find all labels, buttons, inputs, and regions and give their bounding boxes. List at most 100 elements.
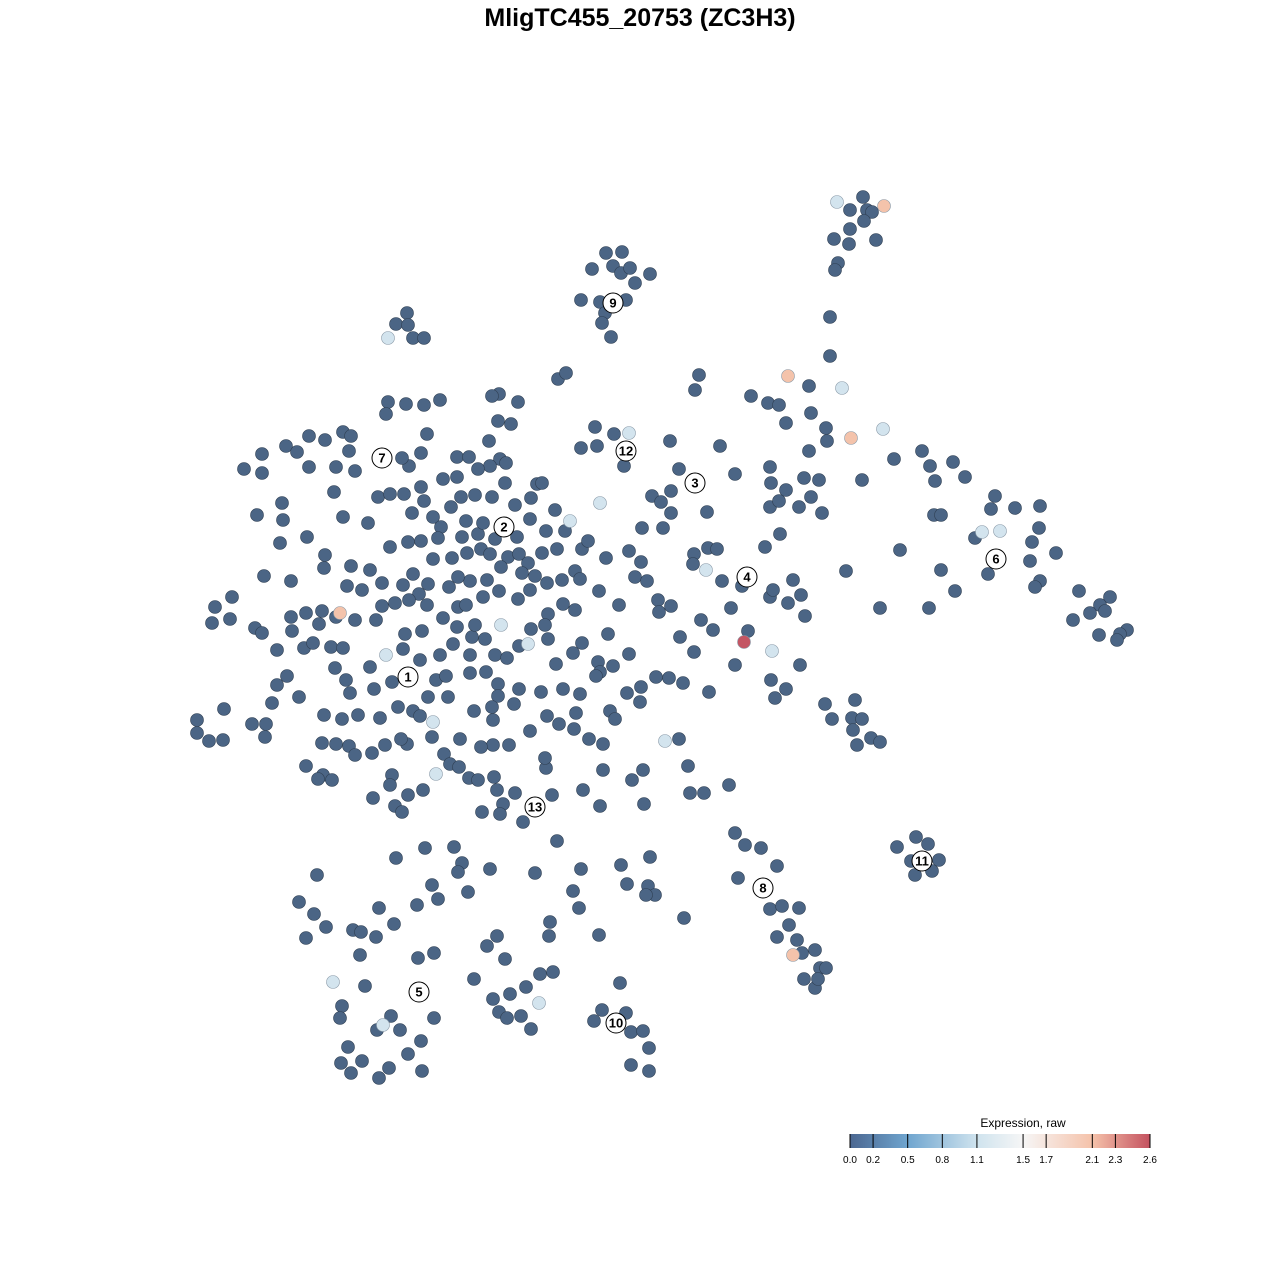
data-point xyxy=(676,676,690,690)
data-point xyxy=(375,599,389,613)
data-point xyxy=(344,559,358,573)
data-point xyxy=(556,597,570,611)
data-point xyxy=(488,648,502,662)
data-point xyxy=(604,330,618,344)
data-point xyxy=(216,733,230,747)
data-point xyxy=(568,603,582,617)
data-point xyxy=(786,573,800,587)
data-point xyxy=(441,690,455,704)
data-point xyxy=(802,379,816,393)
data-point xyxy=(523,724,537,738)
cluster-label-10: 10 xyxy=(605,1012,627,1034)
data-point xyxy=(779,483,793,497)
data-point xyxy=(336,641,350,655)
cluster-label-11: 11 xyxy=(911,850,933,872)
data-point xyxy=(873,601,887,615)
data-point-expressed xyxy=(381,331,395,345)
data-point xyxy=(790,933,804,947)
data-point xyxy=(459,514,473,528)
data-point xyxy=(984,502,998,516)
data-point xyxy=(258,730,272,744)
data-point xyxy=(279,439,293,453)
data-point xyxy=(728,658,742,672)
data-point xyxy=(492,584,506,598)
data-point xyxy=(400,306,414,320)
data-point xyxy=(223,612,237,626)
data-point xyxy=(483,862,497,876)
data-point xyxy=(327,485,341,499)
data-point xyxy=(772,494,786,508)
data-point xyxy=(915,444,929,458)
data-point xyxy=(433,648,447,662)
data-point xyxy=(450,450,464,464)
data-point xyxy=(555,573,569,587)
data-point xyxy=(922,601,936,615)
colorbar-tick-label: 0.0 xyxy=(843,1155,857,1166)
data-point xyxy=(535,546,549,560)
data-point xyxy=(724,601,738,615)
data-point-expressed xyxy=(993,524,1007,538)
data-point xyxy=(395,805,409,819)
data-point xyxy=(467,972,481,986)
cluster-label-7: 7 xyxy=(371,447,393,469)
data-point xyxy=(567,722,581,736)
data-point xyxy=(651,593,665,607)
data-point xyxy=(446,637,460,651)
data-point xyxy=(608,712,622,726)
data-point xyxy=(483,547,497,561)
data-point xyxy=(585,262,599,276)
data-point xyxy=(694,613,708,627)
data-point xyxy=(284,610,298,624)
data-point xyxy=(299,931,313,945)
data-point xyxy=(540,576,554,590)
data-point xyxy=(624,1025,638,1039)
data-point xyxy=(574,293,588,307)
data-point-expressed xyxy=(622,426,636,440)
data-point xyxy=(413,653,427,667)
data-point xyxy=(636,1024,650,1038)
data-point xyxy=(793,658,807,672)
cluster-label-text: 3 xyxy=(691,476,698,491)
cluster-label-text: 11 xyxy=(915,854,929,869)
data-point xyxy=(348,464,362,478)
data-point xyxy=(217,702,231,716)
data-point xyxy=(706,623,720,637)
cluster-label-badge xyxy=(524,796,546,818)
data-point xyxy=(792,901,806,915)
data-point xyxy=(1008,501,1022,515)
cluster-label-12: 12 xyxy=(615,440,637,462)
data-point xyxy=(766,583,780,597)
data-point xyxy=(452,760,466,774)
data-point xyxy=(573,572,587,586)
data-point xyxy=(540,709,554,723)
data-point xyxy=(280,669,294,683)
data-point xyxy=(389,851,403,865)
data-point xyxy=(503,987,517,1001)
cluster-label-4: 4 xyxy=(736,566,758,588)
data-point xyxy=(843,222,857,236)
cluster-label-badge xyxy=(615,440,637,462)
data-point xyxy=(299,606,313,620)
data-point-expressed xyxy=(326,975,340,989)
data-point xyxy=(681,759,695,773)
cluster-label-badge xyxy=(911,850,933,872)
data-point xyxy=(381,395,395,409)
cluster-label-text: 8 xyxy=(759,881,766,896)
data-point-expressed xyxy=(786,948,800,962)
data-point xyxy=(928,474,942,488)
data-point xyxy=(576,783,590,797)
data-point xyxy=(643,850,657,864)
data-point xyxy=(687,645,701,659)
data-point xyxy=(476,516,490,530)
data-point xyxy=(420,598,434,612)
data-point xyxy=(1023,554,1037,568)
data-point xyxy=(792,500,806,514)
data-point xyxy=(363,563,377,577)
data-point xyxy=(259,717,273,731)
data-point xyxy=(601,627,615,641)
data-point xyxy=(628,570,642,584)
data-point xyxy=(510,530,524,544)
colorbar-tick-label: 0.8 xyxy=(935,1155,949,1166)
data-point-expressed xyxy=(835,381,849,395)
data-point xyxy=(333,1011,347,1025)
